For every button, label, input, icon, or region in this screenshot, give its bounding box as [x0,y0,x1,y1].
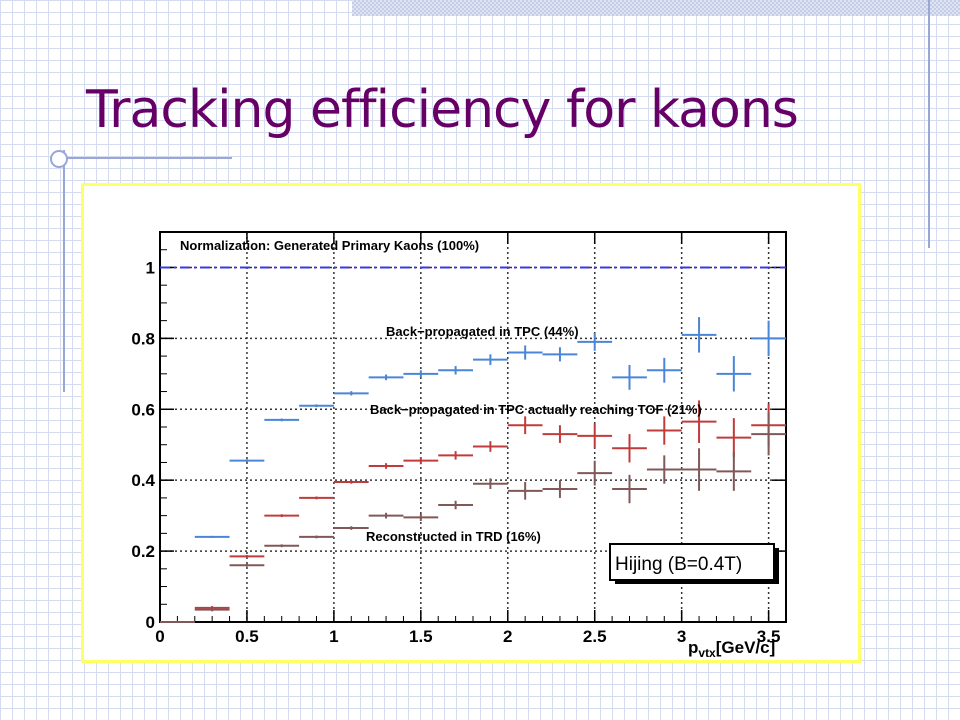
legend-box-label: Hijing (B=0.4T) [615,554,742,575]
x-tick-label: 3.5 [757,627,781,646]
x-tick-label: 2.5 [583,627,607,646]
y-tick-label: 1 [146,258,155,277]
legend-box [609,543,775,581]
annotation-tof: Back−propagated in TPC actually reaching… [370,402,702,417]
decor-horizontal-line [50,157,232,159]
series-tof [160,400,786,623]
x-tick-label: 3 [677,627,686,646]
decor-target-circle [50,150,68,168]
efficiency-chart: 0 0.5 1 1.5 2 2.5 3 3.5 0 0.2 0.4 0.6 0.8 1 Normaliza… [131,231,787,660]
y-tick-label: 0.6 [131,400,155,419]
annotation-normalization: Normalization: Generated Primary Kaons (… [180,238,479,253]
x-tick-label: 2 [503,627,512,646]
chart-frame: 0 0.5 1 1.5 2 2.5 3 3.5 0 0.2 0.4 0.6 0.8 1 Normaliza… [81,183,861,663]
x-tick-label: 0.5 [235,627,259,646]
slide-title: Tracking efficiency for kaons [86,80,799,140]
tick-labels: 0 0.5 1 1.5 2 2.5 3 3.5 0 0.2 0.4 0.6 0.8 1 [131,258,780,646]
x-tick-label: 0 [155,627,164,646]
annotation-tpc: Back−propagated in TPC (44%) [386,324,579,339]
corner-decoration [352,0,960,16]
x-axis-label: pvtx[GeV/c] [688,638,775,660]
series-layer [160,317,786,623]
decor-vertical-line-right [928,0,930,248]
chart-area: 0 0.5 1 1.5 2 2.5 3 3.5 0 0.2 0.4 0.6 0.8 1 Normaliza… [84,186,858,660]
decor-vertical-line-left [63,150,65,392]
x-tick-label: 1.5 [409,627,433,646]
annotation-trd: Reconstructed in TRD (16%) [366,529,541,544]
y-tick-label: 0 [146,613,155,632]
series-trd [160,412,786,623]
y-tick-label: 0.8 [131,329,155,348]
x-tick-label: 1 [329,627,338,646]
y-tick-label: 0.2 [131,542,155,561]
y-tick-label: 0.4 [131,471,155,490]
